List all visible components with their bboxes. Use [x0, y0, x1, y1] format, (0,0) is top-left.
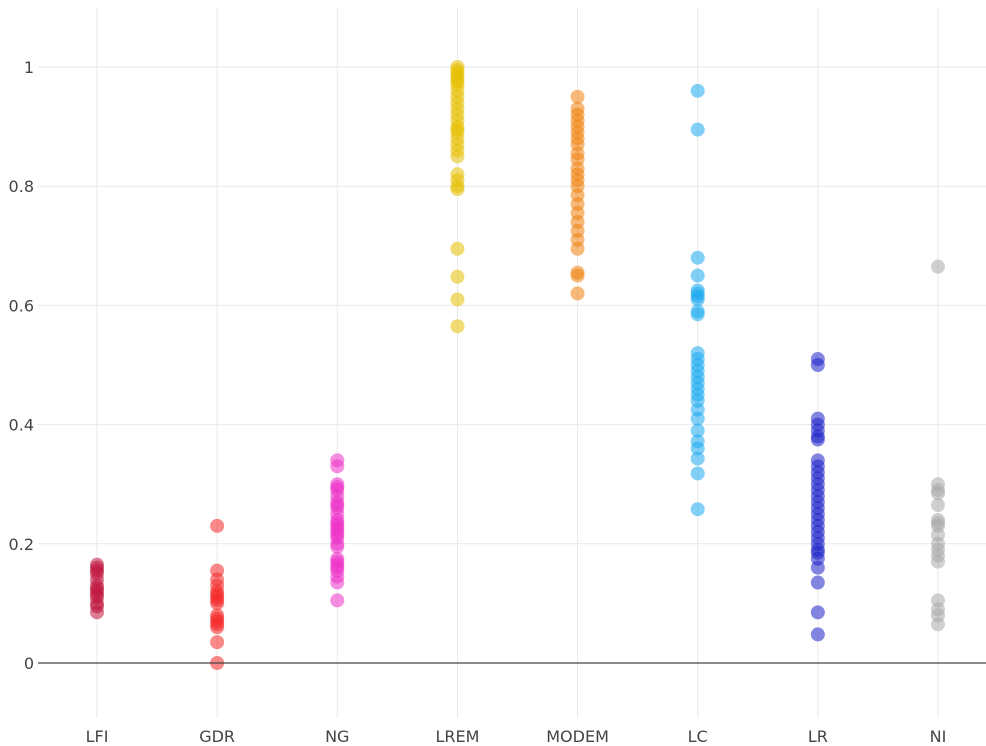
data-point — [690, 451, 705, 466]
data-point — [210, 635, 225, 650]
data-point — [690, 423, 705, 438]
data-point — [570, 286, 585, 301]
x-tick-label: GDR — [199, 727, 235, 746]
data-point — [450, 319, 465, 334]
y-tick-label: 0.8 — [9, 177, 34, 196]
data-point — [330, 453, 345, 468]
y-gridlines — [38, 66, 986, 545]
data-point — [570, 265, 585, 280]
x-tick-label: LR — [808, 727, 828, 746]
data-point — [810, 605, 825, 620]
y-tick-label: 1 — [24, 58, 34, 77]
data-point — [930, 512, 945, 527]
y-tick-label: 0 — [24, 654, 34, 673]
data-point — [690, 304, 705, 319]
data-point — [570, 101, 585, 116]
data-point — [690, 466, 705, 481]
data-point — [330, 477, 345, 492]
data-point — [930, 477, 945, 492]
x-tick-label: MODEM — [546, 727, 609, 746]
y-tick-label: 0.4 — [9, 416, 34, 435]
data-point — [690, 83, 705, 98]
data-point — [570, 89, 585, 104]
data-point — [450, 167, 465, 182]
x-tick-label: NG — [325, 727, 349, 746]
data-point — [930, 593, 945, 608]
data-point — [450, 292, 465, 307]
data-point — [810, 352, 825, 367]
data-point — [930, 498, 945, 513]
x-tick-labels: LFI GDR NG LREM MODEM LC LR NI — [86, 727, 947, 746]
data-point — [810, 575, 825, 590]
y-tick-label: 0.6 — [9, 296, 34, 315]
data-point — [90, 557, 104, 572]
x-tick-label: LFI — [86, 727, 109, 746]
data-point — [690, 283, 705, 298]
data-point — [450, 241, 465, 256]
x-tick-label: LREM — [435, 727, 479, 746]
data-point — [690, 250, 705, 265]
data-point — [450, 60, 465, 74]
y-tick-label: 0.2 — [9, 535, 34, 554]
data-point — [810, 411, 825, 426]
data-point — [930, 259, 945, 274]
data-points — [90, 60, 945, 670]
data-point — [330, 593, 345, 608]
data-point — [810, 627, 825, 642]
data-point — [690, 434, 705, 449]
data-point — [210, 608, 225, 623]
data-point — [450, 269, 465, 284]
data-point — [210, 518, 225, 533]
x-tick-label: LC — [688, 727, 708, 746]
data-point — [690, 268, 705, 283]
data-point — [210, 563, 225, 578]
data-point — [690, 502, 705, 517]
x-tick-label: NI — [930, 727, 947, 746]
data-point — [690, 346, 705, 361]
data-point — [330, 551, 345, 566]
y-tick-labels: 0 0.2 0.4 0.6 0.8 1 — [9, 58, 34, 673]
data-point — [810, 453, 825, 468]
data-point — [690, 122, 705, 137]
